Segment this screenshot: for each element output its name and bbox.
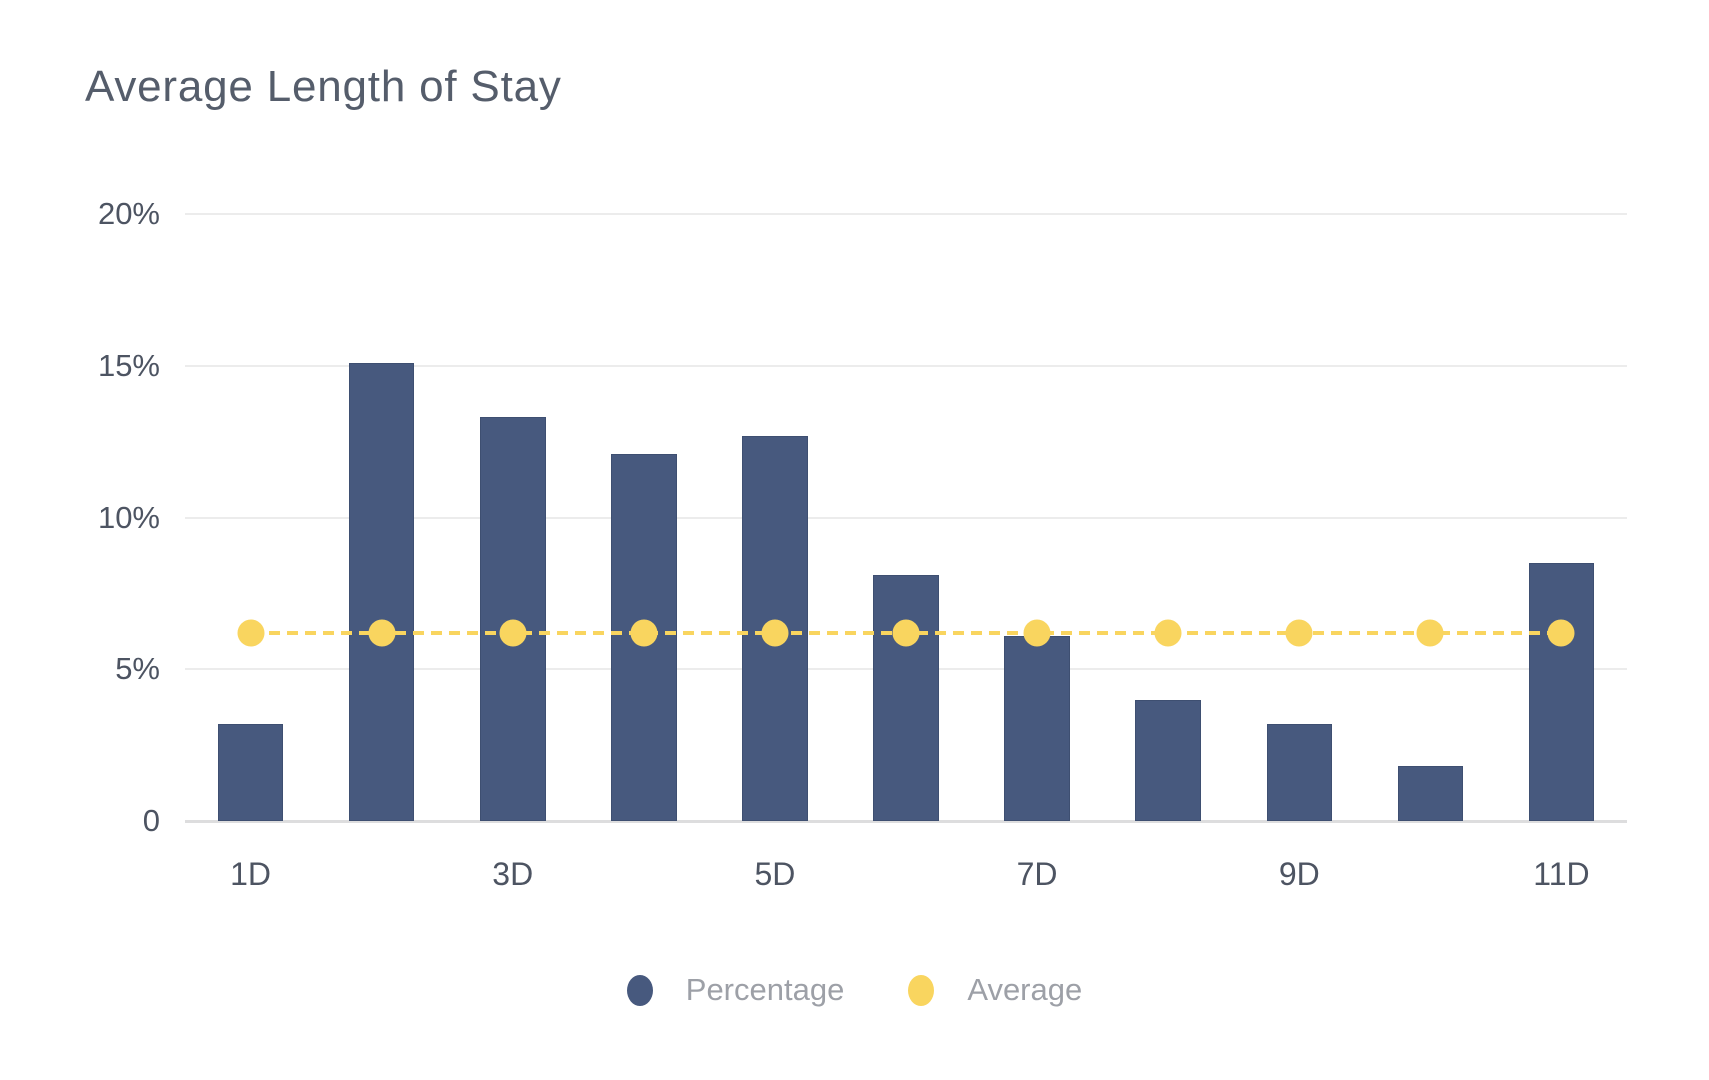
bar-3D[interactable] [479, 417, 546, 821]
bar-slot-3D [447, 214, 578, 821]
legend-item-average[interactable]: Average [908, 972, 1082, 1008]
bar-slot-11D [1496, 214, 1627, 821]
average-marker-2D[interactable] [368, 619, 396, 647]
y-tick-label-15: 15% [97, 347, 160, 383]
bar-11D[interactable] [1528, 563, 1595, 821]
x-tick-label-1D: 1D [230, 856, 271, 892]
average-marker-5D[interactable] [761, 619, 789, 647]
bar-1D[interactable] [217, 723, 284, 821]
y-tick-label-0: 0 [142, 803, 160, 838]
chart-title: Average Length of Stay [85, 62, 562, 111]
x-axis: 1D 3D 5D 7D 9D 11D [185, 856, 1627, 896]
legend: Percentage Average [0, 963, 1709, 1017]
average-marker-1D[interactable] [237, 619, 265, 647]
average-marker-3D[interactable] [499, 619, 527, 647]
bar-slot-2D [316, 214, 447, 821]
x-axis-baseline [185, 820, 1627, 823]
legend-item-percentage[interactable]: Percentage [626, 972, 845, 1008]
average-marker-11D[interactable] [1547, 619, 1575, 647]
bar-slot-9D [1234, 214, 1365, 821]
legend-label-average: Average [967, 972, 1083, 1007]
bar-7D[interactable] [1004, 635, 1070, 821]
average-marker-8D[interactable] [1154, 619, 1182, 647]
bar-6D[interactable] [873, 575, 939, 821]
legend-marker-percentage [626, 974, 653, 1006]
bar-slot-7D [972, 214, 1103, 821]
average-marker-10D[interactable] [1416, 619, 1444, 647]
gridline-20 [185, 213, 1627, 215]
bar-slot-4D [578, 214, 709, 821]
y-tick-label-10: 10% [97, 499, 160, 535]
x-tick-label-11D: 11D [1533, 856, 1590, 892]
average-marker-9D[interactable] [1285, 619, 1313, 647]
bar-2D[interactable] [348, 362, 415, 821]
bar-9D[interactable] [1266, 723, 1333, 821]
gridline-15 [185, 364, 1627, 367]
legend-label-percentage: Percentage [685, 972, 845, 1007]
bar-slot-1D [185, 214, 316, 821]
bar-4D[interactable] [611, 453, 677, 821]
y-tick-label-20: 20% [97, 196, 160, 231]
y-tick-label-5: 5% [115, 651, 160, 687]
x-tick-label-5D: 5D [754, 856, 796, 892]
bar-10D[interactable] [1397, 766, 1464, 821]
y-axis: 20% 15% 10% 5% 0 [40, 196, 160, 838]
average-marker-7D[interactable] [1023, 619, 1051, 647]
x-tick-label-3D: 3D [492, 856, 534, 892]
bar-slot-10D [1365, 214, 1496, 821]
gridline-10 [185, 516, 1627, 519]
legend-marker-average [908, 974, 935, 1006]
bar-slot-6D [840, 214, 971, 821]
x-tick-label-7D: 7D [1016, 856, 1058, 892]
average-marker-4D[interactable] [630, 619, 658, 647]
bar-8D[interactable] [1135, 699, 1201, 821]
average-marker-6D[interactable] [892, 619, 920, 647]
bar-slot-8D [1103, 214, 1234, 821]
plot-area [185, 213, 1627, 823]
bar-series-percentage [185, 214, 1627, 821]
bar-slot-5D [709, 214, 840, 821]
x-tick-label-9D: 9D [1278, 856, 1320, 892]
